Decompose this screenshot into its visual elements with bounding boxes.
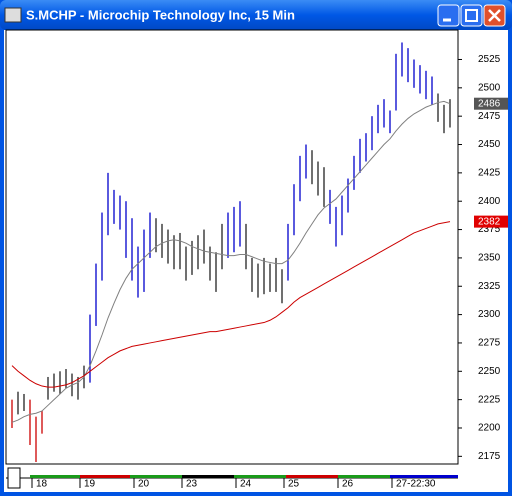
y-tick-label: 2275 bbox=[478, 338, 501, 349]
y-tick-label: 2400 bbox=[478, 196, 501, 207]
x-tick-label: 18 bbox=[36, 479, 48, 490]
x-tick-label: 19 bbox=[84, 479, 96, 490]
window-buttons[interactable] bbox=[437, 4, 506, 27]
y-tick-label: 2375 bbox=[478, 224, 501, 235]
window-title: S.MCHP - Microchip Technology Inc, 15 Mi… bbox=[26, 7, 295, 22]
y-tick-label: 2500 bbox=[478, 82, 501, 93]
y-tick-label: 2225 bbox=[478, 394, 501, 405]
x-tick-label: 25 bbox=[288, 479, 300, 490]
y-tick-label: 2525 bbox=[478, 54, 501, 65]
x-tick-label: 27-22:30 bbox=[396, 479, 436, 490]
scroll-box[interactable] bbox=[7, 467, 21, 489]
last-value-label: 2486 bbox=[478, 98, 501, 109]
minimize-button[interactable] bbox=[437, 4, 460, 27]
title-bar bbox=[0, 0, 512, 30]
y-tick-label: 2250 bbox=[478, 366, 501, 377]
app-icon bbox=[4, 7, 22, 23]
moving-average bbox=[11, 221, 451, 388]
y-tick-label: 2425 bbox=[478, 168, 501, 179]
y-tick-label: 2475 bbox=[478, 111, 501, 122]
maximize-button[interactable] bbox=[460, 4, 483, 27]
plot-area bbox=[5, 29, 459, 465]
x-tick-label: 26 bbox=[342, 479, 354, 490]
last-value-tag bbox=[474, 97, 508, 110]
y-tick-label: 2175 bbox=[478, 451, 501, 462]
last-value-label: 2382 bbox=[478, 216, 501, 227]
y-tick-label: 2300 bbox=[478, 309, 501, 320]
y-tick-label: 2200 bbox=[478, 423, 501, 434]
y-tick-label: 2450 bbox=[478, 139, 501, 150]
x-tick-label: 24 bbox=[240, 479, 252, 490]
session-strip bbox=[30, 475, 458, 478]
x-tick-label: 20 bbox=[138, 479, 150, 490]
y-tick-label: 2325 bbox=[478, 281, 501, 292]
last-value-tag bbox=[474, 215, 508, 228]
x-tick-label: 23 bbox=[186, 479, 198, 490]
y-tick-label: 2350 bbox=[478, 253, 501, 264]
